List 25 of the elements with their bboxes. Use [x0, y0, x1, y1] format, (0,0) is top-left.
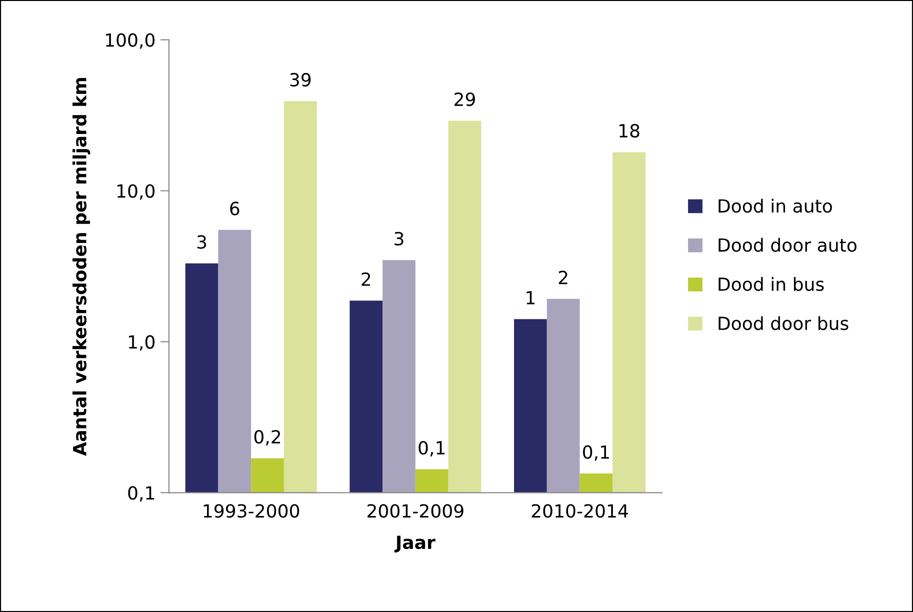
legend-label: Dood in bus — [718, 277, 824, 292]
data-label: 39 — [290, 72, 311, 87]
data-label: 3 — [197, 235, 206, 249]
data-label: 29 — [454, 92, 475, 106]
y-tick-label: 100,0 — [106, 33, 155, 49]
data-label: 6 — [230, 202, 240, 216]
data-label: 18 — [620, 124, 640, 138]
data-label: 3 — [394, 232, 404, 246]
y-tick-label: 0,1 — [128, 486, 154, 502]
legend-label: Dood door auto — [718, 238, 856, 252]
x-tick-label: 1993-2000 — [204, 504, 300, 518]
data-label: 0,1 — [418, 440, 445, 456]
y-tick-label: 10,0 — [117, 184, 155, 200]
data-label: 2 — [362, 272, 370, 286]
data-label: 0,1 — [583, 445, 609, 461]
data-label: 2 — [558, 270, 568, 284]
legend-label: Dood in auto — [718, 198, 832, 213]
x-tick-label: 2001-2009 — [368, 504, 464, 518]
y-axis-title: Aantal verkeersdoden per miljard km — [72, 78, 90, 456]
data-label: 1 — [526, 291, 535, 304]
y-tick-label: 1,0 — [128, 335, 155, 351]
legend-label: Dood door bus — [718, 316, 848, 330]
x-axis-title: Jaar — [394, 536, 436, 552]
data-label: 0,2 — [254, 430, 280, 446]
x-tick-label: 2010-2014 — [532, 504, 628, 518]
